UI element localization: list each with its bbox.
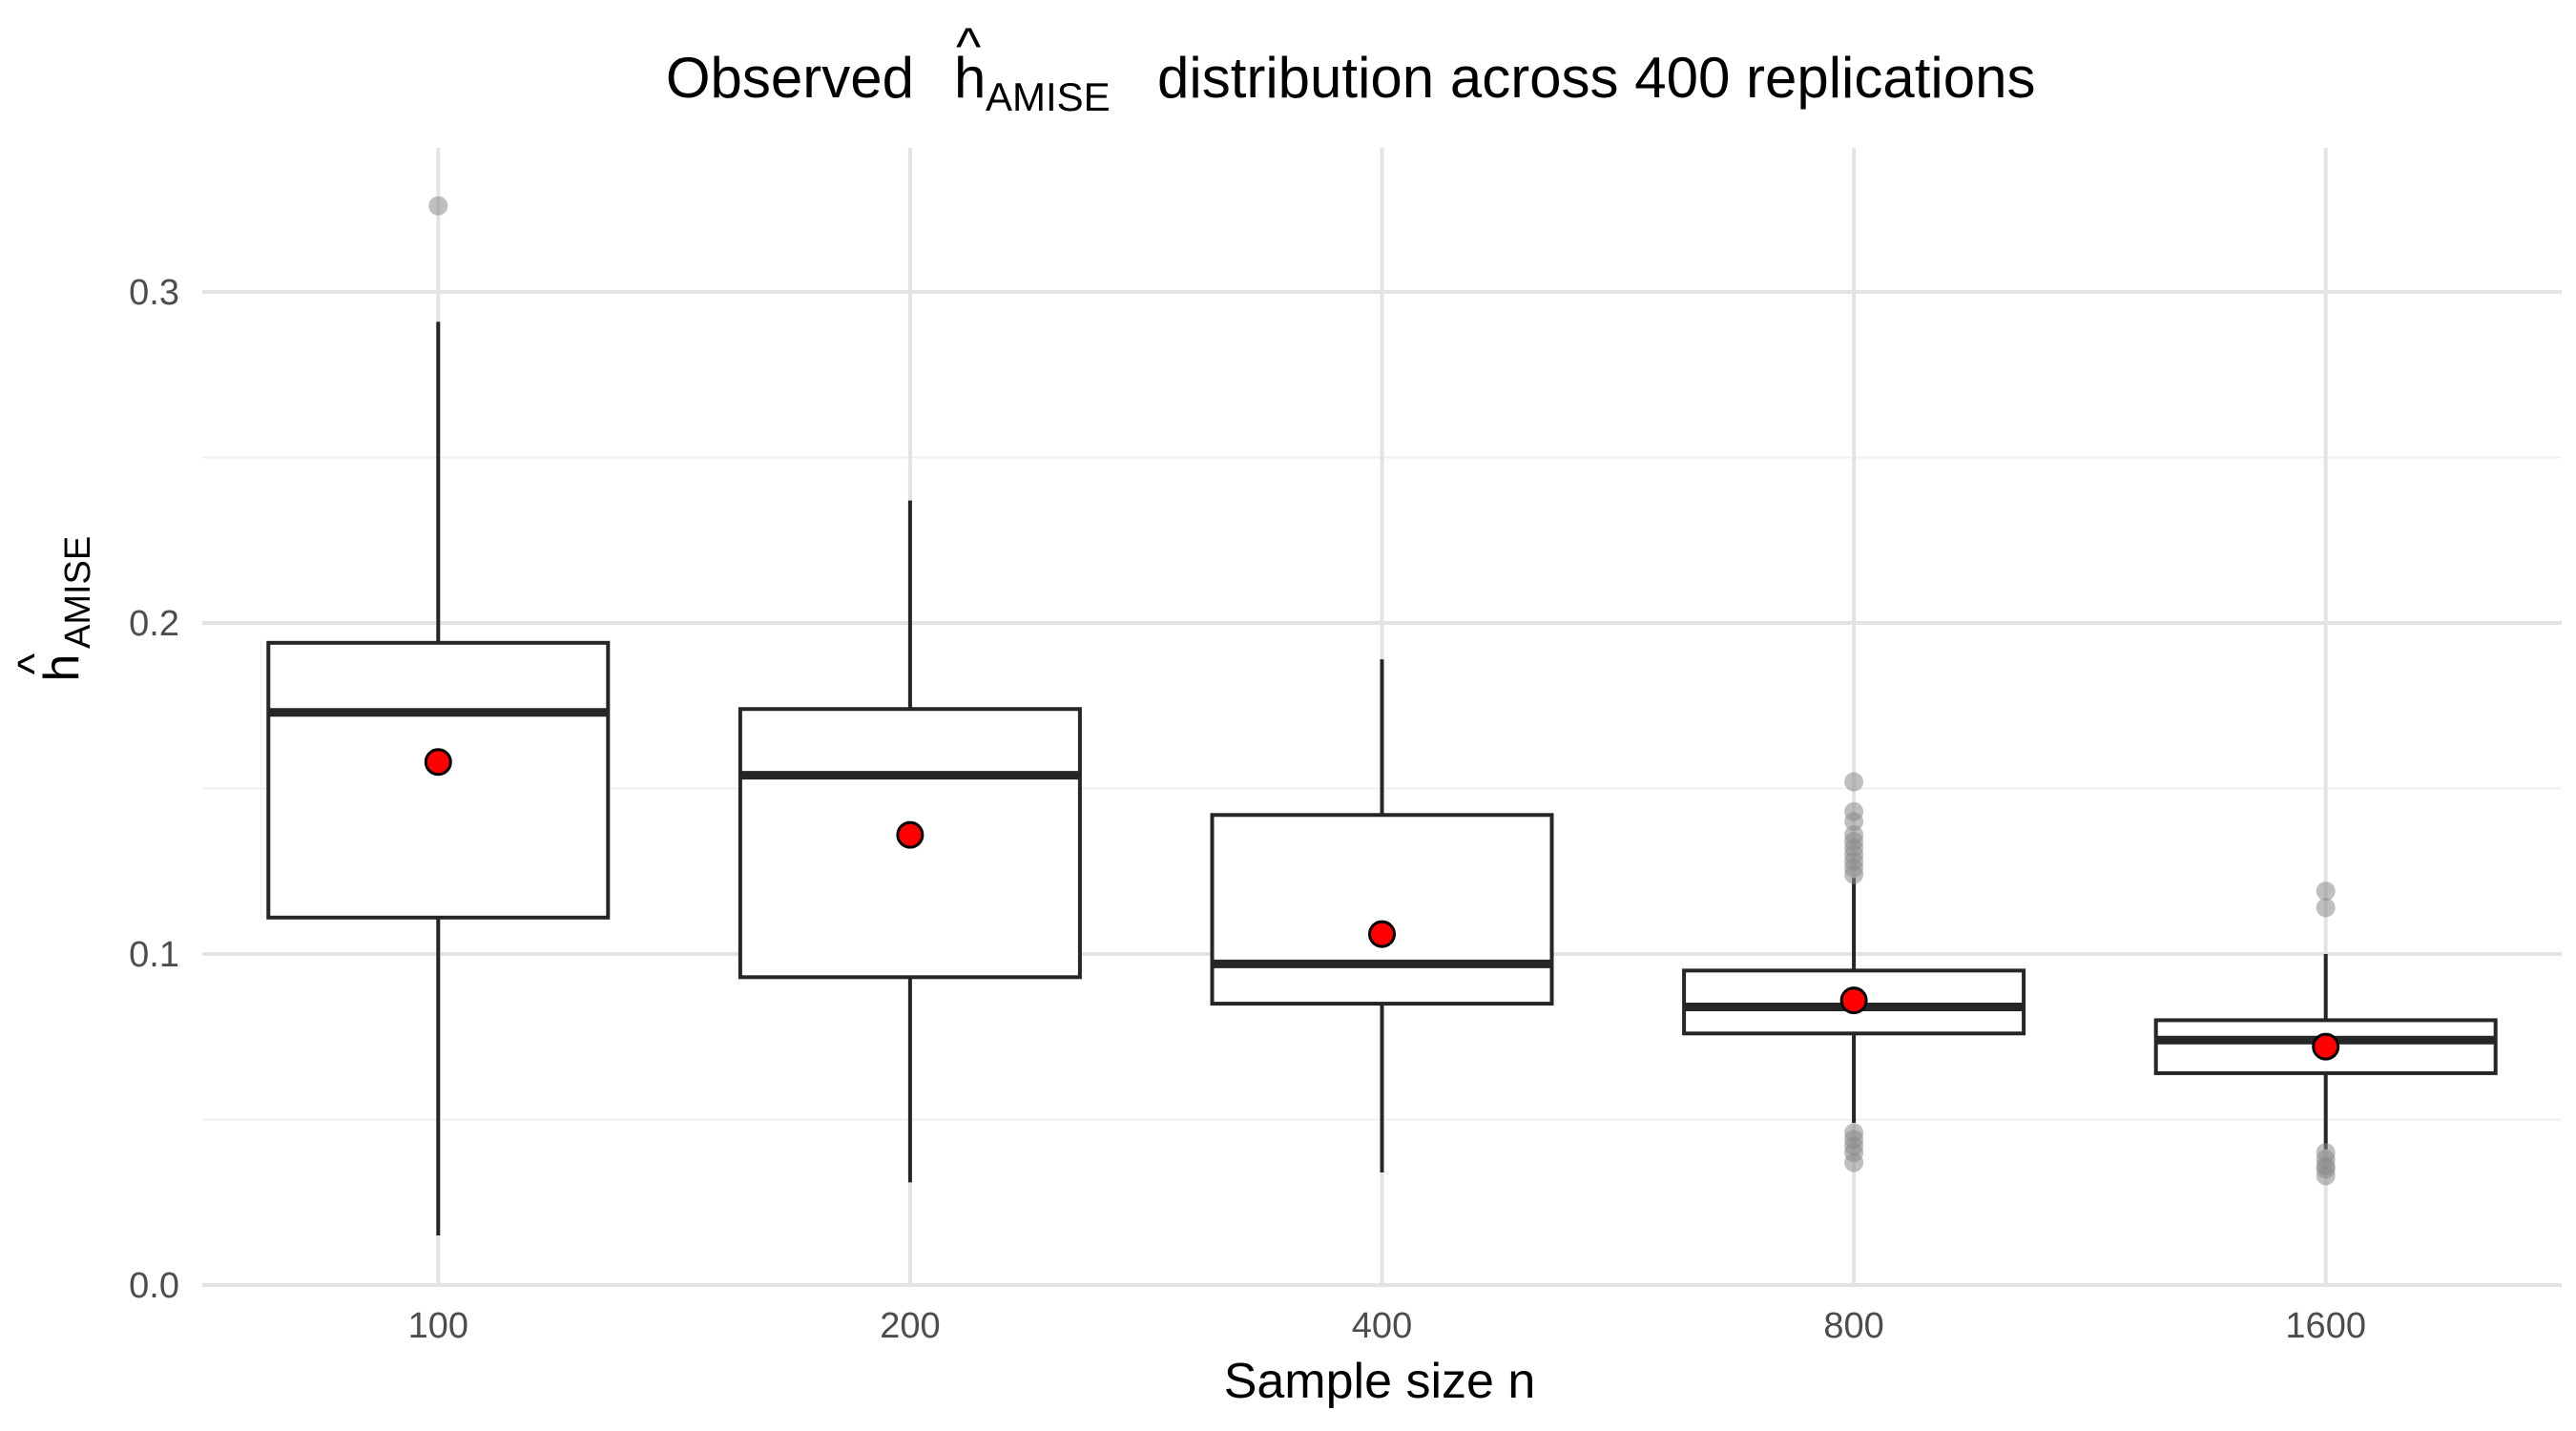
outlier-point [2316,1166,2336,1186]
chart-title-prefix: Observed [666,46,914,110]
chart-title: Observed h ^ AMISE distribution across 4… [666,16,2036,119]
mean-point [2312,1032,2340,1061]
mean-point [424,748,452,777]
chart-title-subscript: AMISE [986,74,1111,119]
outlier-point [1844,812,1864,832]
box-100 [266,196,611,1235]
x-tick-label: 100 [408,1306,468,1346]
y-axis-title-symbol: h [34,654,90,682]
y-tick-label: 0.1 [129,935,179,975]
outlier-point [1844,1152,1864,1172]
outlier-point [428,196,448,216]
x-tick-label: 1600 [2285,1306,2366,1346]
outlier-point [1844,864,1864,884]
x-tick-label: 200 [880,1306,940,1346]
box-plot-series [266,196,2498,1235]
box-1600 [2153,881,2498,1186]
outlier-point [2316,881,2336,902]
x-axis-tick-labels: 100 200 400 800 1600 [408,1306,2366,1346]
y-tick-label: 0.2 [129,604,179,644]
x-tick-label: 800 [1823,1306,1883,1346]
chart-title-symbol: h [954,46,986,110]
mean-point [896,820,924,849]
box-200 [737,500,1082,1183]
mean-point [1839,986,1868,1015]
y-axis-tick-labels: 0.0 0.1 0.2 0.3 [129,273,179,1306]
y-axis-title-hat: ^ [10,653,60,674]
box-800 [1682,772,2026,1172]
chart-title-hat: ^ [956,16,981,76]
x-tick-label: 400 [1352,1306,1412,1346]
iqr-box [1210,813,1554,1006]
y-tick-label: 0.0 [129,1266,179,1306]
y-axis-title: h ^ AMISE [10,536,98,682]
mean-point [1368,920,1396,948]
chart-title-suffix: distribution across 400 replications [1157,46,2035,110]
x-axis-title: Sample size n [1224,1354,1536,1409]
iqr-box [266,640,611,920]
outlier-point [1844,772,1864,792]
y-axis-title-subscript: AMISE [58,536,98,649]
y-tick-label: 0.3 [129,273,179,313]
box-400 [1210,659,1554,1173]
outlier-point [2316,898,2336,918]
